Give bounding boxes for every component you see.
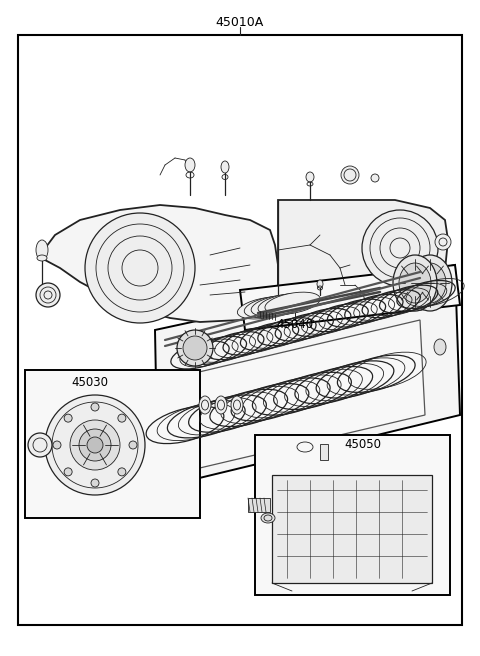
- Ellipse shape: [244, 296, 300, 318]
- Ellipse shape: [393, 255, 437, 311]
- Ellipse shape: [317, 280, 323, 288]
- Circle shape: [435, 234, 451, 250]
- Circle shape: [79, 429, 111, 461]
- Polygon shape: [278, 200, 448, 295]
- Ellipse shape: [408, 255, 452, 311]
- Text: 45040: 45040: [276, 319, 313, 331]
- Circle shape: [28, 433, 52, 457]
- Ellipse shape: [265, 292, 320, 314]
- Ellipse shape: [199, 396, 211, 414]
- Polygon shape: [155, 265, 460, 488]
- Circle shape: [85, 213, 195, 323]
- Bar: [25, 370, 200, 518]
- Text: 45050: 45050: [345, 438, 382, 451]
- Circle shape: [177, 330, 213, 366]
- Circle shape: [36, 283, 60, 307]
- Bar: [255, 435, 450, 595]
- Ellipse shape: [434, 339, 446, 355]
- Circle shape: [87, 437, 103, 453]
- Circle shape: [45, 395, 145, 495]
- Ellipse shape: [258, 293, 313, 316]
- Circle shape: [64, 468, 72, 476]
- Polygon shape: [165, 320, 425, 475]
- Circle shape: [53, 441, 61, 449]
- Ellipse shape: [231, 396, 243, 414]
- Bar: [18, 35, 462, 625]
- Circle shape: [70, 420, 120, 470]
- Ellipse shape: [36, 240, 48, 260]
- Text: 45010A: 45010A: [216, 16, 264, 28]
- Circle shape: [371, 174, 379, 182]
- Circle shape: [91, 479, 99, 487]
- Ellipse shape: [251, 295, 306, 317]
- Ellipse shape: [414, 263, 446, 303]
- Bar: [320, 444, 328, 460]
- Ellipse shape: [306, 172, 314, 182]
- Circle shape: [362, 210, 438, 286]
- Ellipse shape: [261, 513, 275, 523]
- Circle shape: [64, 414, 72, 422]
- Circle shape: [183, 336, 207, 360]
- Circle shape: [118, 414, 126, 422]
- Ellipse shape: [399, 263, 431, 303]
- Ellipse shape: [185, 158, 195, 172]
- Bar: [248, 498, 270, 512]
- Circle shape: [118, 468, 126, 476]
- Circle shape: [341, 166, 359, 184]
- Ellipse shape: [37, 255, 47, 261]
- Polygon shape: [240, 265, 460, 330]
- Bar: [272, 475, 432, 583]
- Circle shape: [91, 403, 99, 411]
- Circle shape: [129, 441, 137, 449]
- Polygon shape: [40, 205, 278, 322]
- Text: 45030: 45030: [72, 375, 108, 388]
- Ellipse shape: [215, 396, 227, 414]
- Ellipse shape: [238, 297, 293, 319]
- Ellipse shape: [221, 161, 229, 173]
